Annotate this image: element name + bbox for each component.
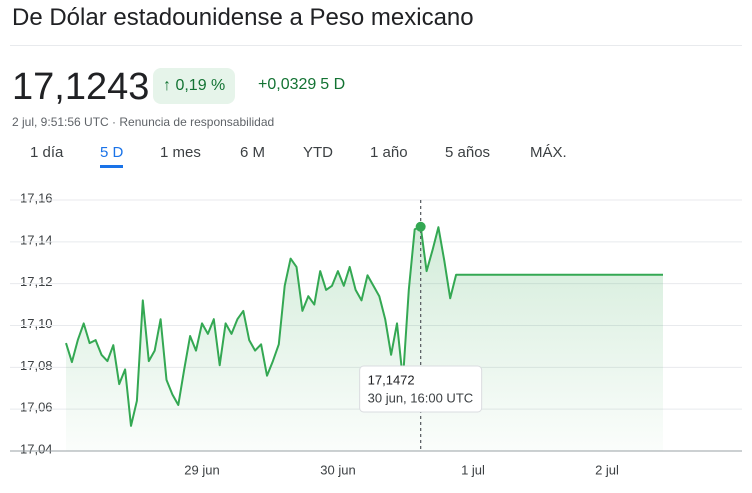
tooltip-value: 17,1472 bbox=[368, 372, 415, 387]
x-tick-label: 29 jun bbox=[184, 462, 219, 477]
x-tick-label: 30 jun bbox=[320, 462, 355, 477]
separator bbox=[10, 45, 742, 46]
y-tick-label: 17,10 bbox=[20, 316, 53, 331]
tab[interactable]: 6 M bbox=[240, 144, 266, 161]
y-tick-label: 17,08 bbox=[20, 358, 53, 373]
x-tick-label: 1 jul bbox=[461, 462, 485, 477]
y-tick-label: 17,16 bbox=[20, 190, 53, 205]
timestamp-row: 2 jul, 9:51:56 UTC · Renuncia de respons… bbox=[12, 115, 275, 129]
disclaimer[interactable]: Renuncia de responsabilidad bbox=[119, 115, 275, 129]
y-tick-label: 17,14 bbox=[20, 232, 53, 247]
change-pill: ↑ 0,19 % bbox=[153, 68, 236, 104]
tooltip-box bbox=[359, 365, 483, 413]
tab[interactable]: 1 mes bbox=[160, 144, 201, 161]
y-tick-label: 17,04 bbox=[20, 441, 53, 456]
chart: 17,04 17,06 17,08 17,10 17,12 17,14 17,16 29 ju… bbox=[10, 190, 742, 477]
hover-point bbox=[415, 221, 426, 232]
line bbox=[65, 225, 663, 427]
y-tick-label: 17,12 bbox=[20, 274, 53, 289]
tab[interactable]: 1 día bbox=[30, 144, 64, 161]
tooltip: 17,1472 30 jun, 16:00 UTC bbox=[359, 365, 483, 413]
tab[interactable]: MÁX. bbox=[530, 144, 567, 161]
arrow-icon: ↑ bbox=[163, 77, 171, 94]
change-period: 5 D bbox=[320, 76, 346, 93]
timestamp: 2 jul, 9:51:56 UTC bbox=[12, 115, 109, 129]
change-value: +0,0329 bbox=[258, 76, 317, 93]
tab[interactable]: 5 años bbox=[445, 144, 491, 161]
tab[interactable]: 1 año bbox=[370, 144, 408, 161]
y-tick-label: 17,06 bbox=[20, 400, 53, 415]
title: De Dólar estadounidense a Peso mexicano bbox=[12, 4, 474, 31]
tab[interactable]: 5 D bbox=[100, 144, 124, 168]
change: +0,0329 5 D bbox=[254, 76, 345, 94]
tab[interactable]: YTD bbox=[303, 144, 333, 161]
change-percent: 0,19 % bbox=[175, 77, 226, 94]
tooltip-time: 30 jun, 16:00 UTC bbox=[368, 390, 474, 405]
area-fill bbox=[66, 226, 663, 451]
price: 17,1243 bbox=[12, 66, 150, 108]
x-tick-label: 2 jul bbox=[595, 462, 619, 477]
